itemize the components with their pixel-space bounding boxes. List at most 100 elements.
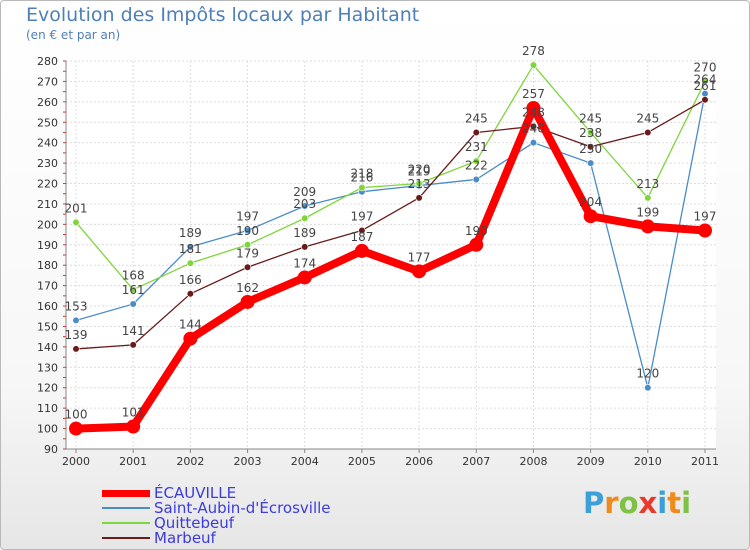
- legend-label-saint-aubin: Saint-Aubin-d'Écrosville: [154, 499, 331, 517]
- series-0-point: [412, 264, 427, 279]
- series-1-data-label: 161: [122, 283, 145, 297]
- series-0-data-label: 100: [65, 408, 88, 422]
- series-3-data-label: 213: [408, 177, 431, 191]
- legend-swatch-marbeuf: [102, 537, 150, 539]
- legend-item-marbeuf: Marbeuf: [102, 529, 422, 547]
- series-2-point: [415, 179, 423, 188]
- legend-label-quittebeuf: Quittebeuf: [154, 514, 235, 532]
- chart-subtitle: (en € et par an): [26, 28, 121, 42]
- y-tick-label: 200: [37, 218, 58, 231]
- series-2-point: [701, 77, 709, 86]
- series-0-point: [583, 209, 598, 224]
- series-0-point: [126, 419, 141, 434]
- series-0-point: [526, 100, 541, 115]
- series-3-data-label: 139: [65, 328, 88, 342]
- series-3-data-label: 248: [522, 105, 545, 119]
- series-1-data-label: 209: [293, 185, 316, 199]
- series-1-point: [301, 202, 309, 210]
- legend-swatch-quittebeuf: [102, 522, 150, 524]
- series-1-data-label: 230: [579, 142, 602, 156]
- y-tick-label: 140: [37, 341, 58, 354]
- series-3-point: [358, 226, 366, 235]
- series-2-data-label: 245: [579, 111, 602, 125]
- series-0-data-label: 101: [122, 406, 145, 420]
- y-tick-label: 100: [37, 423, 58, 436]
- series-0-data-label: 177: [408, 250, 431, 264]
- series-0-line: [72, 103, 709, 433]
- series-0-point: [469, 237, 484, 252]
- series-2-data-label: 168: [122, 269, 145, 283]
- y-tick-label: 110: [37, 402, 58, 415]
- y-tick-label: 250: [37, 116, 58, 129]
- legend-swatch-saint-aubin: [102, 507, 150, 509]
- series-3-point: [129, 341, 137, 349]
- series-3-point: [701, 96, 709, 104]
- y-tick-label: 270: [37, 75, 58, 88]
- y-tick-label: 180: [37, 259, 58, 272]
- series-1-data-label: 222: [465, 158, 488, 172]
- x-tick-label: 2005: [348, 455, 376, 468]
- x-tick-label: 2002: [176, 455, 204, 468]
- proxiti-logo: Proxiti: [583, 486, 691, 520]
- legend-item-ecauville: ÉCAUVILLE: [102, 484, 422, 502]
- x-tick-label: 2003: [234, 455, 262, 468]
- legend-label-ecauville: ÉCAUVILLE: [154, 484, 237, 502]
- series-0-point: [640, 219, 655, 234]
- series-2-point: [587, 128, 595, 137]
- series-3-data-label: 261: [694, 79, 717, 93]
- series-1-data-label: 264: [694, 73, 717, 87]
- x-tick-label: 2006: [405, 455, 433, 468]
- series-0-point: [240, 294, 255, 309]
- series-1-data-label: 240: [522, 122, 545, 136]
- plot-area: [66, 61, 716, 449]
- series-3-point: [529, 122, 538, 130]
- series-0-data-label: 144: [179, 318, 202, 332]
- series-2-line: [75, 64, 706, 291]
- series-0-point: [354, 243, 369, 258]
- series-0-data-label: 197: [694, 209, 717, 223]
- series-1-data-label: 189: [179, 226, 202, 240]
- series-2-point: [243, 241, 252, 249]
- series-2-point: [301, 214, 309, 222]
- y-tick-label: 120: [37, 382, 58, 395]
- legend-label-marbeuf: Marbeuf: [154, 529, 216, 547]
- series-2-point: [129, 286, 137, 294]
- x-tick-label: 2008: [519, 455, 547, 468]
- series-1-point: [472, 175, 480, 184]
- y-tick-label: 230: [37, 157, 58, 170]
- y-tick-label: 170: [37, 280, 58, 293]
- series-1-point: [587, 159, 595, 167]
- series-2-point: [472, 157, 480, 165]
- series-1-point: [186, 243, 194, 251]
- series-3-point: [301, 243, 309, 251]
- legend-item-quittebeuf: Quittebeuf: [102, 514, 422, 532]
- series-2-data-label: 203: [293, 197, 316, 211]
- series-0-point: [183, 331, 198, 346]
- series-3-data-label: 166: [179, 273, 202, 287]
- y-tick-label: 220: [37, 178, 58, 191]
- series-2-data-label: 231: [465, 140, 488, 154]
- series-1-point: [644, 384, 652, 392]
- logo-letter: r: [604, 486, 619, 520]
- legend-swatch-ecauville: [102, 490, 150, 497]
- series-1-data-label: 153: [65, 299, 88, 313]
- chart-title: Evolution des Impôts locaux par Habitant: [26, 4, 420, 26]
- series-2-point: [644, 194, 652, 202]
- series-0-point: [297, 270, 312, 285]
- series-0-data-label: 187: [350, 230, 373, 244]
- series-0-data-label: 204: [579, 195, 602, 209]
- legend: ÉCAUVILLE Saint-Aubin-d'Écrosville Quitt…: [102, 484, 422, 547]
- y-tick-label: 210: [37, 198, 58, 211]
- y-tick-label: 240: [37, 137, 58, 150]
- series-1-point: [129, 300, 137, 308]
- series-3-data-label: 197: [350, 209, 373, 223]
- series-0-point: [69, 421, 83, 436]
- legend-item-saint-aubin: Saint-Aubin-d'Écrosville: [102, 499, 422, 517]
- series-2-point: [186, 259, 194, 267]
- series-0-data-label: 162: [236, 281, 259, 295]
- series-2-point: [72, 218, 80, 226]
- x-tick-label: 2000: [62, 455, 90, 468]
- series-1-point: [243, 226, 252, 235]
- series-3-data-label: 141: [122, 324, 145, 338]
- series-1-data-label: 197: [236, 209, 259, 223]
